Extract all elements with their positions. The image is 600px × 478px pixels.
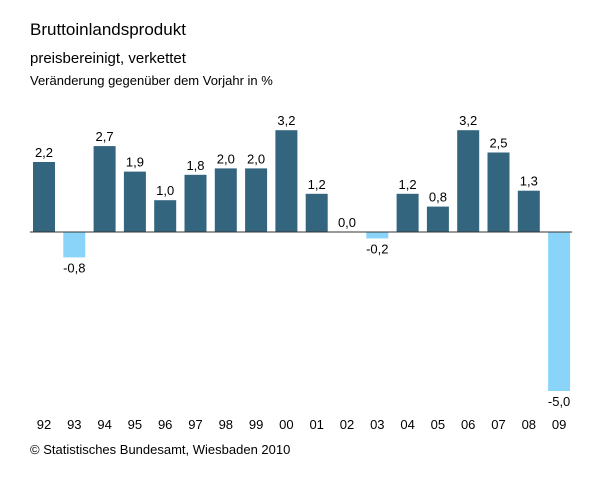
bar-95 xyxy=(123,171,146,232)
x-tick-07: 07 xyxy=(491,417,505,432)
x-tick-04: 04 xyxy=(400,417,414,432)
data-label-96: 1,0 xyxy=(156,183,174,198)
x-tick-00: 00 xyxy=(279,417,293,432)
data-label-93: -0,8 xyxy=(63,260,85,275)
x-tick-05: 05 xyxy=(431,417,445,432)
source-note: © Statistisches Bundesamt, Wiesbaden 201… xyxy=(30,442,291,457)
chart-subtitle: preisbereinigt, verkettet xyxy=(30,50,186,67)
bar-00 xyxy=(275,130,298,232)
x-tick-03: 03 xyxy=(370,417,384,432)
x-tick-99: 99 xyxy=(249,417,263,432)
data-label-99: 2,0 xyxy=(247,151,265,166)
bar-97 xyxy=(184,174,207,232)
x-tick-94: 94 xyxy=(97,417,111,432)
data-label-97: 1,8 xyxy=(186,158,204,173)
data-label-09: -5,0 xyxy=(548,394,570,409)
bar-07 xyxy=(487,152,510,232)
x-tick-08: 08 xyxy=(522,417,536,432)
bar-06 xyxy=(457,130,480,232)
data-label-05: 0,8 xyxy=(429,190,447,205)
data-label-06: 3,2 xyxy=(459,113,477,128)
bar-93 xyxy=(63,232,86,258)
bar-96 xyxy=(154,200,177,232)
bar-92 xyxy=(33,162,55,232)
x-tick-95: 95 xyxy=(128,417,142,432)
data-label-03: -0,2 xyxy=(366,241,388,256)
data-label-92: 2,2 xyxy=(35,145,53,160)
x-tick-01: 01 xyxy=(309,417,323,432)
bar-01 xyxy=(305,193,328,232)
bar-94 xyxy=(93,146,116,232)
x-tick-09: 09 xyxy=(552,417,566,432)
data-label-00: 3,2 xyxy=(277,113,295,128)
data-label-04: 1,2 xyxy=(399,177,417,192)
bar-09 xyxy=(548,232,571,391)
data-label-08: 1,3 xyxy=(520,174,538,189)
data-label-07: 2,5 xyxy=(489,136,507,151)
unit-note: Veränderung gegenüber dem Vorjahr in % xyxy=(30,73,273,88)
x-tick-97: 97 xyxy=(188,417,202,432)
data-label-94: 2,7 xyxy=(96,129,114,144)
x-tick-96: 96 xyxy=(158,417,172,432)
x-tick-98: 98 xyxy=(219,417,233,432)
bar-98 xyxy=(214,168,237,232)
bar-08 xyxy=(517,190,540,232)
data-label-02: 0,0 xyxy=(338,215,356,230)
x-tick-02: 02 xyxy=(340,417,354,432)
bar-05 xyxy=(426,206,449,232)
data-label-95: 1,9 xyxy=(126,155,144,170)
bar-04 xyxy=(396,193,419,232)
chart-title: Bruttoinlandsprodukt xyxy=(30,20,186,39)
x-tick-93: 93 xyxy=(67,417,81,432)
bar-99 xyxy=(245,168,268,232)
data-label-01: 1,2 xyxy=(308,177,326,192)
data-label-98: 2,0 xyxy=(217,151,235,166)
x-tick-92: 92 xyxy=(37,417,51,432)
bar-03 xyxy=(366,232,389,239)
x-tick-06: 06 xyxy=(461,417,475,432)
